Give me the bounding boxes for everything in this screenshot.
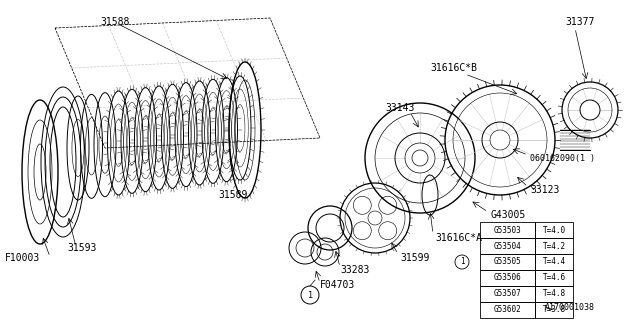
Text: 33283: 33283 bbox=[340, 265, 369, 275]
Text: 31589: 31589 bbox=[218, 190, 248, 200]
Bar bbox=[535, 222, 573, 238]
Text: 31588: 31588 bbox=[100, 17, 129, 27]
Text: 060162090(1 ): 060162090(1 ) bbox=[530, 154, 595, 163]
Text: T=3.8: T=3.8 bbox=[543, 306, 566, 315]
Text: G53504: G53504 bbox=[493, 242, 522, 251]
Text: G53602: G53602 bbox=[493, 306, 522, 315]
Text: F10003: F10003 bbox=[5, 253, 40, 263]
Text: 31616C*B: 31616C*B bbox=[430, 63, 477, 73]
Text: 33143: 33143 bbox=[385, 103, 414, 113]
Text: G53506: G53506 bbox=[493, 274, 522, 283]
Text: T=4.4: T=4.4 bbox=[543, 258, 566, 267]
Bar bbox=[480, 222, 535, 238]
Text: G53505: G53505 bbox=[493, 258, 522, 267]
Text: 1: 1 bbox=[307, 291, 312, 300]
Bar bbox=[480, 286, 535, 302]
Text: G53503: G53503 bbox=[493, 226, 522, 235]
Text: 31616C*A: 31616C*A bbox=[435, 233, 482, 243]
Text: 31593: 31593 bbox=[67, 243, 97, 253]
Text: T=4.8: T=4.8 bbox=[543, 290, 566, 299]
Text: G43005: G43005 bbox=[490, 210, 525, 220]
Bar bbox=[480, 238, 535, 254]
Text: F04703: F04703 bbox=[320, 280, 355, 290]
Text: A170001038: A170001038 bbox=[545, 303, 595, 313]
Bar bbox=[535, 270, 573, 286]
Text: T=4.0: T=4.0 bbox=[543, 226, 566, 235]
Text: 31377: 31377 bbox=[565, 17, 595, 27]
Text: T=4.6: T=4.6 bbox=[543, 274, 566, 283]
Bar bbox=[535, 254, 573, 270]
Bar bbox=[480, 302, 535, 318]
Bar bbox=[535, 302, 573, 318]
Bar bbox=[480, 254, 535, 270]
Bar bbox=[480, 270, 535, 286]
Bar bbox=[535, 238, 573, 254]
Text: 33123: 33123 bbox=[530, 185, 559, 195]
Bar bbox=[535, 286, 573, 302]
Text: 31599: 31599 bbox=[400, 253, 429, 263]
Text: T=4.2: T=4.2 bbox=[543, 242, 566, 251]
Text: 1: 1 bbox=[460, 258, 464, 267]
Text: G53507: G53507 bbox=[493, 290, 522, 299]
